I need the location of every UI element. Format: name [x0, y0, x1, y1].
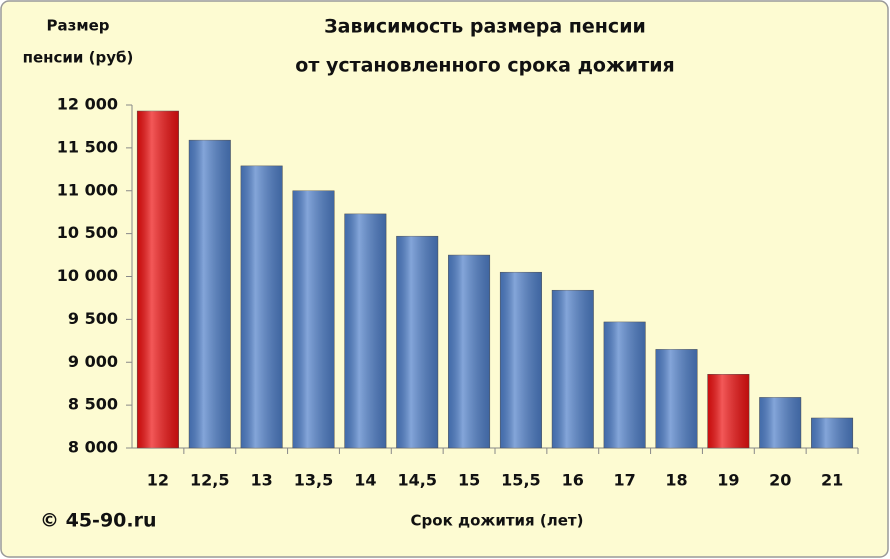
- x-tick-label: 12: [147, 471, 169, 490]
- annotation: © 45-90.ru: [40, 510, 157, 532]
- y-tick-label: 9 000: [68, 352, 118, 371]
- x-axis-label: Срок дожития (лет): [411, 512, 584, 530]
- bar: [188, 139, 231, 449]
- y-tick-label: 8 500: [68, 395, 118, 414]
- x-tick-label: 12,5: [190, 471, 229, 490]
- bar: [396, 235, 439, 449]
- bar: [240, 165, 283, 449]
- bar: [707, 374, 750, 449]
- x-tick-label: 20: [769, 471, 791, 490]
- bar: [448, 254, 491, 449]
- y-tick-label: 10 500: [57, 223, 118, 242]
- y-axis-label: Размер: [46, 17, 109, 35]
- x-tick-label: 15: [458, 471, 480, 490]
- x-tick-label: 17: [614, 471, 636, 490]
- y-tick-label: 9 500: [68, 309, 118, 328]
- y-tick-label: 8 000: [68, 438, 118, 457]
- chart-title: Зависимость размера пенсии: [324, 16, 646, 38]
- bar: [499, 271, 542, 449]
- x-tick-label: 13: [251, 471, 273, 490]
- bar: [292, 190, 335, 449]
- bar: [136, 110, 179, 449]
- x-tick-label: 16: [562, 471, 584, 490]
- x-tick-label: 21: [821, 471, 843, 490]
- y-tick-label: 10 000: [57, 266, 118, 285]
- bar: [603, 321, 646, 449]
- x-tick-label: 13,5: [294, 471, 333, 490]
- x-tick-label: 14,5: [397, 471, 436, 490]
- bar: [344, 213, 387, 449]
- x-tick-label: 19: [717, 471, 739, 490]
- x-tick-label: 15,5: [501, 471, 540, 490]
- chart-title: от установленного срока дожития: [295, 55, 674, 77]
- x-tick-label: 14: [354, 471, 376, 490]
- bar: [811, 417, 854, 449]
- x-tick-label: 18: [665, 471, 687, 490]
- y-tick-label: 11 000: [57, 180, 118, 199]
- y-tick-label: 11 500: [57, 137, 118, 156]
- bar: [655, 349, 698, 449]
- y-axis-label: пенсии (руб): [23, 49, 134, 67]
- bar: [759, 397, 802, 449]
- y-tick-label: 12 000: [57, 95, 118, 114]
- bar: [551, 289, 594, 449]
